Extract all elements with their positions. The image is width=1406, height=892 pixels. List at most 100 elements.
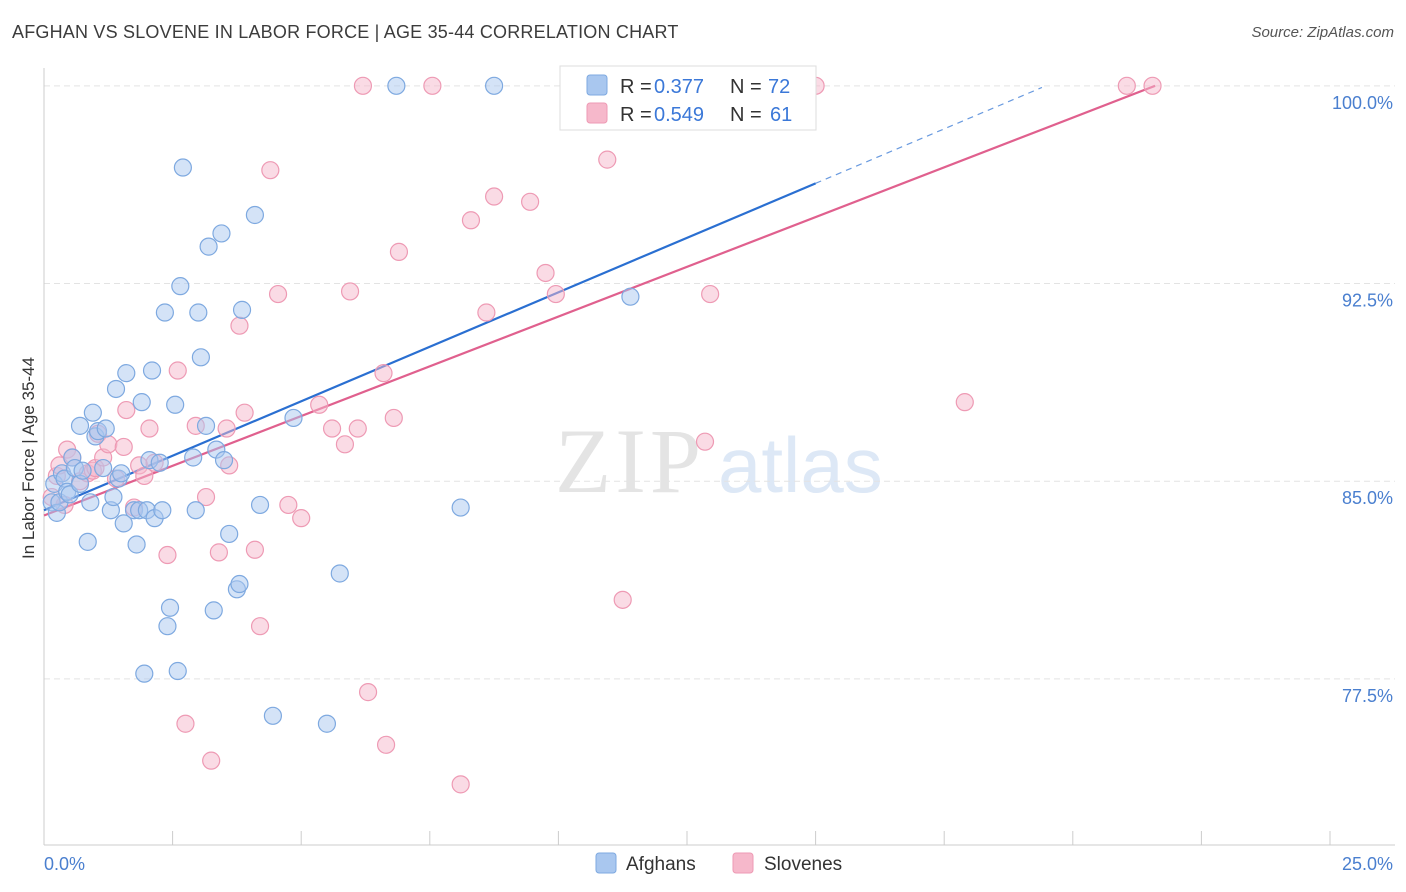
slovenes-point bbox=[268, 284, 288, 304]
slovenes-point bbox=[955, 393, 974, 412]
afghans-point bbox=[250, 495, 270, 515]
afghans-trend-extension bbox=[815, 86, 1043, 184]
slovenes-point bbox=[521, 192, 540, 211]
afghans-point bbox=[196, 416, 216, 435]
afghans-point bbox=[83, 403, 102, 422]
slovenes-point bbox=[546, 284, 565, 304]
afghans-point bbox=[117, 364, 136, 383]
afghans-point bbox=[199, 237, 218, 256]
slovenes-point bbox=[217, 419, 236, 438]
afghans-point bbox=[81, 493, 100, 512]
slovenes-point bbox=[322, 419, 342, 438]
legend-n-value-slovenes: 61 bbox=[770, 104, 792, 126]
afghans-point bbox=[168, 661, 187, 681]
bottom-legend-label-afghans: Afghans bbox=[626, 854, 696, 875]
slovenes-point bbox=[348, 419, 367, 438]
slovenes-point bbox=[230, 316, 249, 335]
slovenes-point bbox=[451, 775, 470, 794]
afghans-point bbox=[232, 300, 252, 319]
slovenes-point bbox=[374, 364, 393, 383]
slovenes-point bbox=[701, 284, 720, 304]
afghans-point bbox=[78, 532, 97, 551]
axes bbox=[43, 68, 1395, 846]
afghans-point bbox=[212, 224, 231, 243]
slovenes-point bbox=[353, 76, 373, 95]
afghans-point bbox=[70, 416, 90, 435]
y-tick-labels: 77.5% 85.0% 92.5% 100.0% bbox=[1332, 93, 1393, 706]
afghans-point bbox=[153, 501, 172, 520]
bottom-legend-swatch-slovenes bbox=[732, 852, 754, 874]
slovenes-point bbox=[461, 211, 481, 230]
slovenes-point bbox=[196, 487, 216, 507]
slovenes-point bbox=[1143, 76, 1162, 95]
afghans-point bbox=[220, 524, 239, 544]
bottom-legend-label-slovenes: Slovenes bbox=[764, 854, 842, 875]
afghans-point bbox=[127, 535, 146, 554]
afghans-point bbox=[132, 393, 151, 412]
slovenes-point bbox=[202, 751, 221, 770]
slovenes-point bbox=[310, 395, 329, 414]
legend-n-label-slovenes: N = bbox=[730, 104, 762, 126]
slovenes-point bbox=[245, 540, 265, 559]
afghans-point bbox=[135, 664, 154, 683]
legend-swatch-slovenes bbox=[586, 102, 608, 124]
afghans-point bbox=[160, 598, 180, 617]
legend-swatch-afghans bbox=[586, 74, 608, 96]
afghans-point bbox=[112, 464, 131, 483]
legend-r-value-afghans: 0.377 bbox=[654, 76, 704, 98]
afghans-point bbox=[263, 706, 283, 725]
slovenes-point bbox=[485, 187, 504, 206]
trend-lines bbox=[43, 84, 1156, 517]
slovenes-point bbox=[261, 161, 280, 180]
slovenes-point bbox=[209, 543, 228, 562]
afghans-point bbox=[186, 501, 205, 520]
afghans-trend-line bbox=[43, 182, 817, 512]
afghans-point bbox=[317, 714, 337, 733]
afghans-point bbox=[73, 461, 92, 480]
slovenes-point bbox=[384, 408, 403, 428]
legend-n-label-afghans: N = bbox=[730, 76, 762, 98]
watermark-atlas: atlas bbox=[718, 421, 883, 509]
legend-r-label-slovenes: R = bbox=[620, 104, 652, 126]
afghans-point bbox=[387, 76, 406, 95]
slovenes-point bbox=[376, 735, 396, 754]
y-tick-label: 92.5% bbox=[1342, 291, 1393, 311]
afghans-point bbox=[284, 408, 303, 428]
chart-title: AFGHAN VS SLOVENE IN LABOR FORCE | AGE 3… bbox=[12, 22, 679, 42]
afghans-points bbox=[42, 76, 722, 733]
slovenes-trend-line bbox=[43, 84, 1156, 517]
slovenes-point bbox=[158, 545, 177, 565]
afghans-point bbox=[204, 601, 223, 620]
afghans-point bbox=[150, 453, 169, 472]
slovenes-point bbox=[140, 419, 159, 438]
slovenes-point bbox=[292, 509, 311, 528]
slovenes-point bbox=[235, 403, 254, 422]
slovenes-point bbox=[250, 617, 270, 636]
slovenes-point bbox=[477, 303, 496, 322]
x-tick-label-min: 0.0% bbox=[44, 854, 85, 874]
afghans-point bbox=[158, 617, 177, 636]
afghans-point bbox=[245, 205, 265, 225]
slovenes-point bbox=[335, 435, 355, 454]
afghans-point bbox=[621, 287, 640, 306]
slovenes-point bbox=[389, 242, 409, 261]
slovenes-point bbox=[358, 683, 378, 702]
watermark-zip: ZIP bbox=[555, 410, 705, 512]
slovenes-point bbox=[117, 400, 136, 420]
afghans-point bbox=[214, 451, 234, 470]
y-axis-label: In Labor Force | Age 35-44 bbox=[19, 357, 38, 559]
y-tick-label: 100.0% bbox=[1332, 93, 1393, 113]
afghans-point bbox=[485, 76, 504, 95]
slovenes-point bbox=[536, 263, 555, 283]
afghans-point bbox=[106, 379, 126, 399]
afghans-point bbox=[104, 487, 123, 507]
x-tick-label-max: 25.0% bbox=[1342, 854, 1393, 874]
slovenes-point bbox=[613, 590, 632, 609]
slovenes-point bbox=[598, 150, 617, 169]
y-tick-label: 77.5% bbox=[1342, 686, 1393, 706]
slovenes-point bbox=[695, 432, 715, 451]
grid-lines bbox=[44, 85, 1395, 680]
afghans-point bbox=[166, 395, 185, 414]
afghans-point bbox=[114, 514, 133, 533]
afghans-point bbox=[330, 564, 349, 583]
